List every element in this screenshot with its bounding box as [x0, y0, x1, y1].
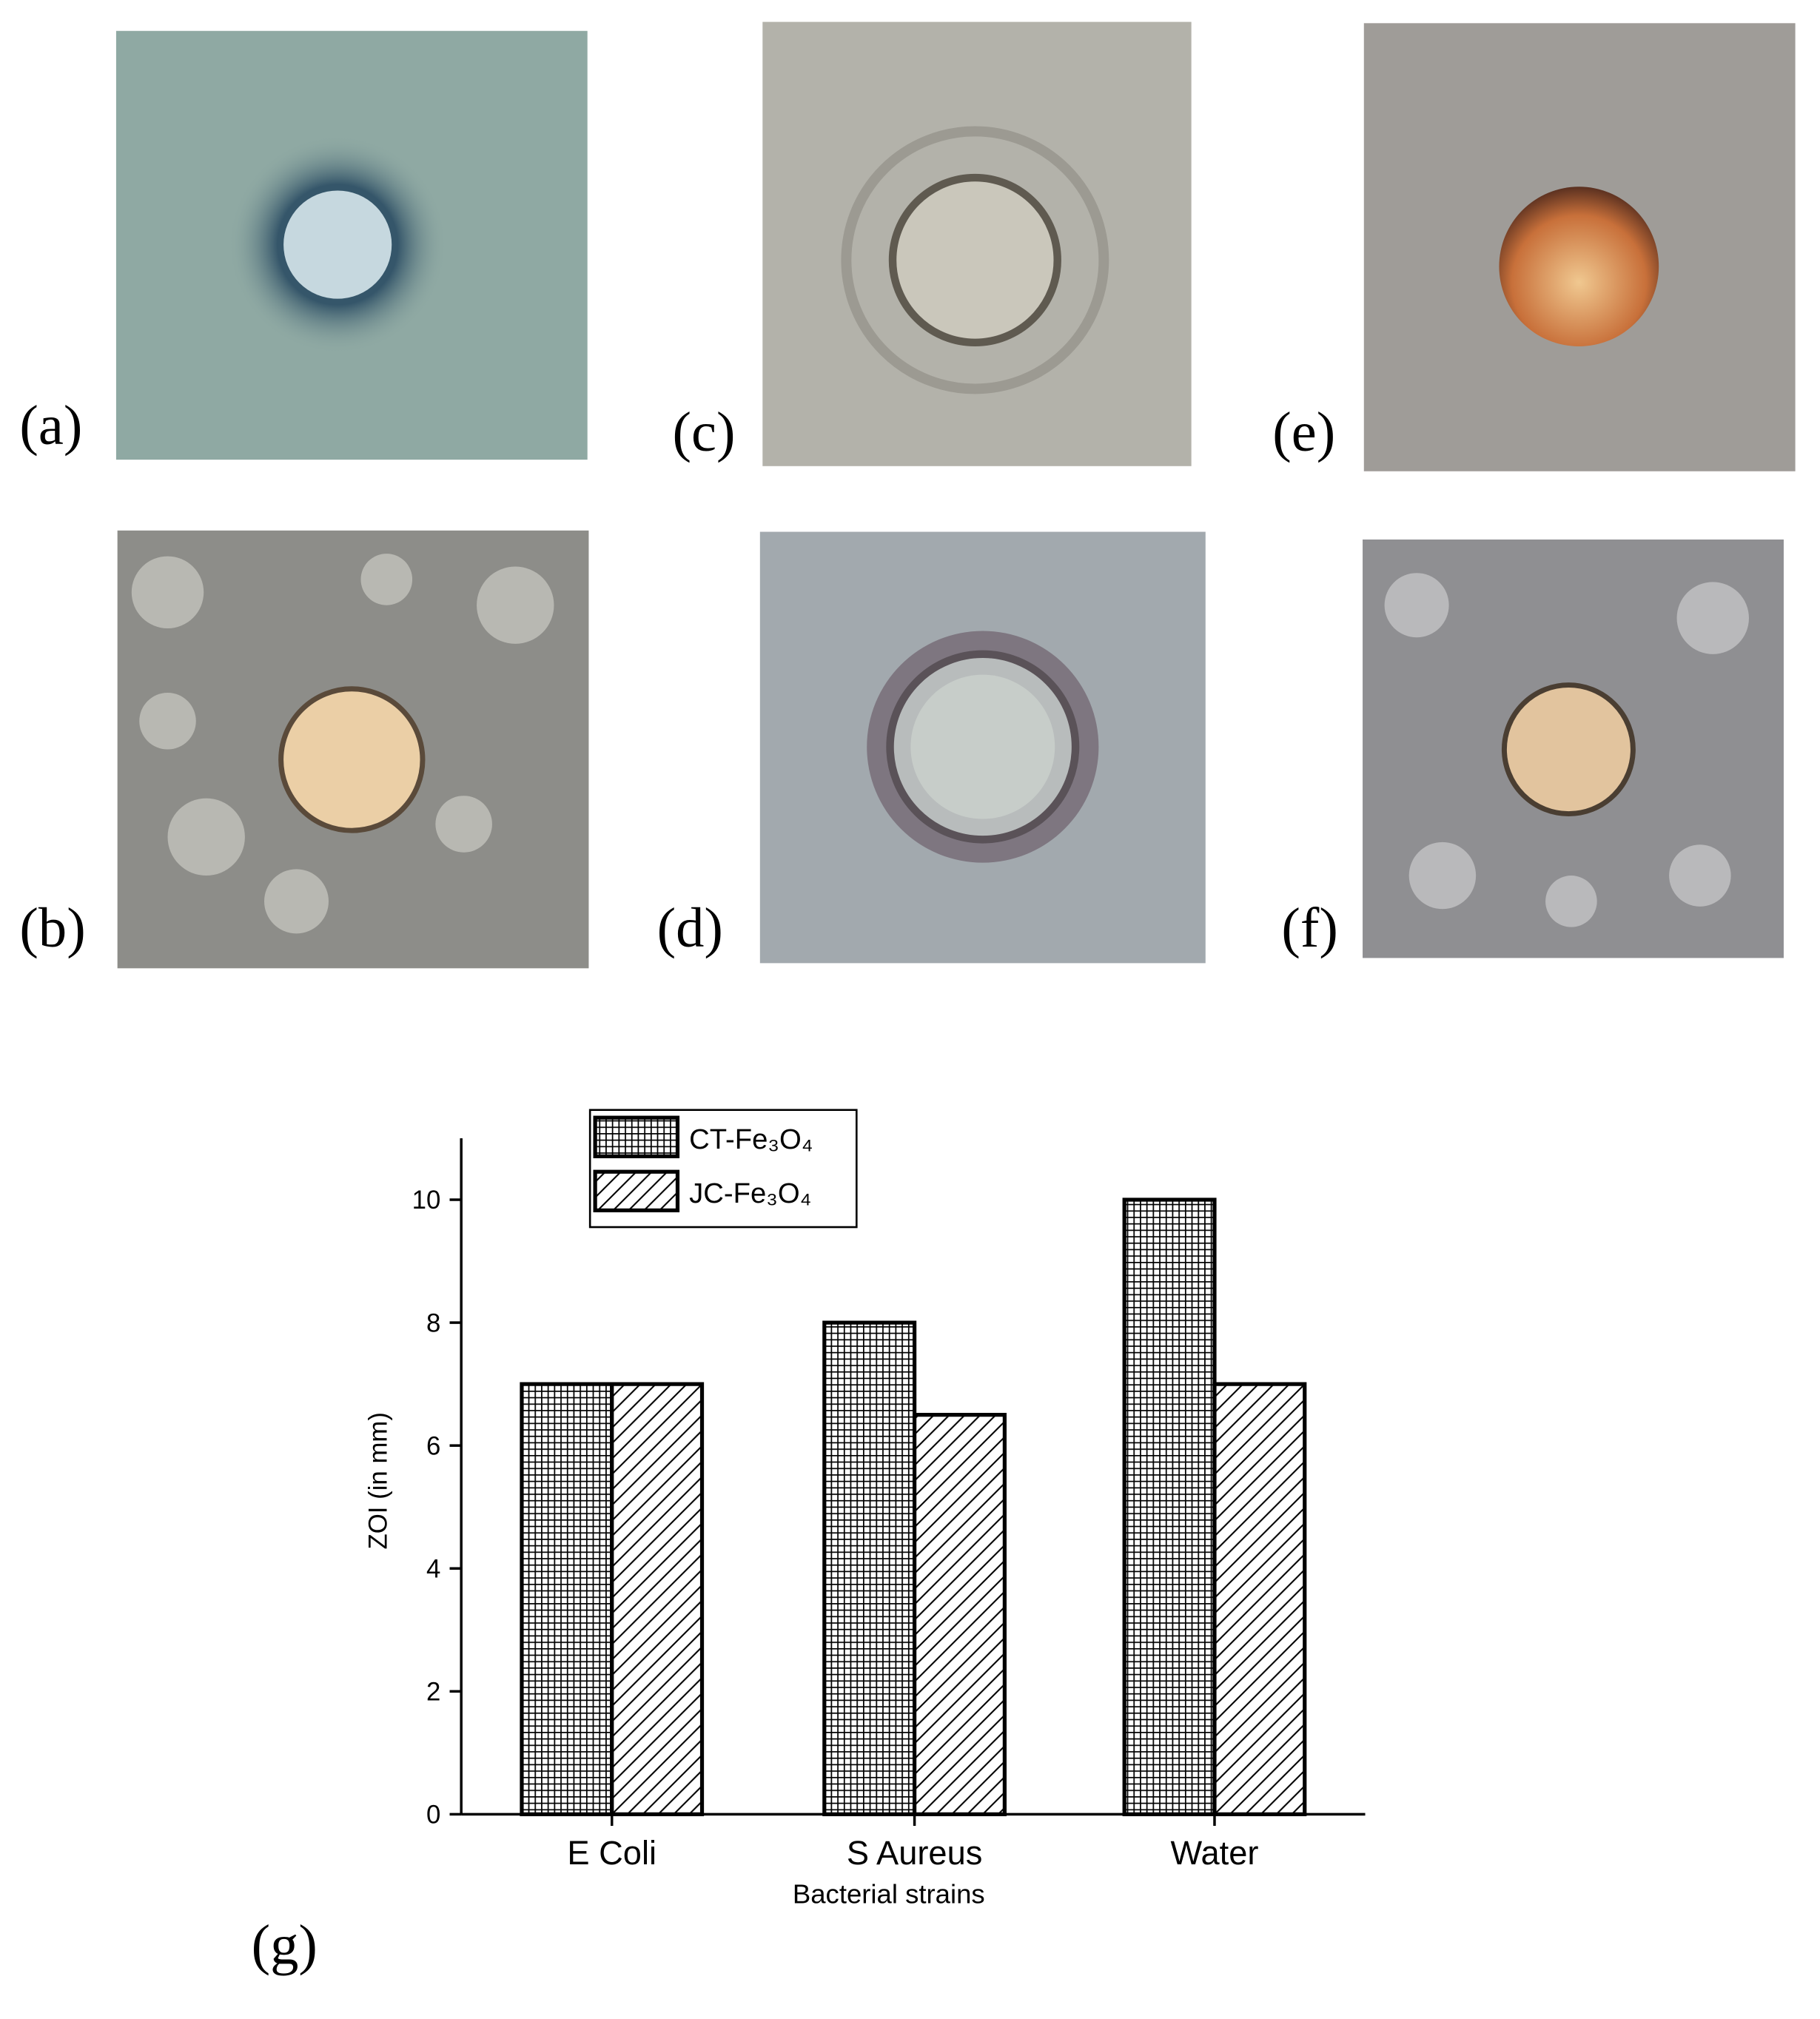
chart: 0 2 4 6 8 10 E Coli S Aureus Water Bacterial stra…: [364, 1109, 1366, 1909]
y-tick-label: 2: [426, 1678, 440, 1706]
panel-label: (f): [1281, 896, 1337, 959]
panel-label: (g): [252, 1913, 318, 1976]
x-tick-label: E Coli: [567, 1834, 657, 1872]
photo-e: [1363, 23, 1796, 471]
photo-d: [759, 531, 1206, 964]
photo-f: [1363, 539, 1784, 958]
y-tick-label: 6: [426, 1432, 440, 1460]
bar: [1122, 1197, 1217, 1816]
panel-label: (b): [19, 896, 85, 959]
bar: [520, 1382, 614, 1816]
photo-c: [762, 21, 1192, 466]
panel-label: (e): [1272, 400, 1335, 463]
photo-b: [117, 530, 589, 969]
bar: [1212, 1382, 1307, 1816]
y-tick-label: 10: [412, 1186, 441, 1215]
panel-label: (c): [673, 400, 736, 463]
x-tick-label: Water: [1171, 1834, 1259, 1872]
x-tick-label: S Aureus: [847, 1834, 983, 1872]
y-tick-label: 8: [426, 1309, 440, 1337]
y-axis-title: ZOI (in mm): [364, 1412, 392, 1549]
bar: [912, 1413, 1007, 1816]
panel-label: (a): [19, 394, 82, 457]
bar: [610, 1382, 705, 1816]
legend-label: JC-Fe₃O₄: [689, 1178, 811, 1209]
y-tick-label: 4: [426, 1555, 440, 1583]
photo-a: [115, 30, 588, 460]
legend-swatch: [593, 1115, 680, 1158]
legend-swatch: [593, 1169, 680, 1213]
legend-label: CT-Fe₃O₄: [689, 1123, 813, 1155]
x-axis-title: Bacterial strains: [793, 1878, 985, 1909]
y-tick-label: 0: [426, 1801, 440, 1830]
panel-label: (d): [657, 896, 723, 959]
bar: [822, 1320, 917, 1816]
